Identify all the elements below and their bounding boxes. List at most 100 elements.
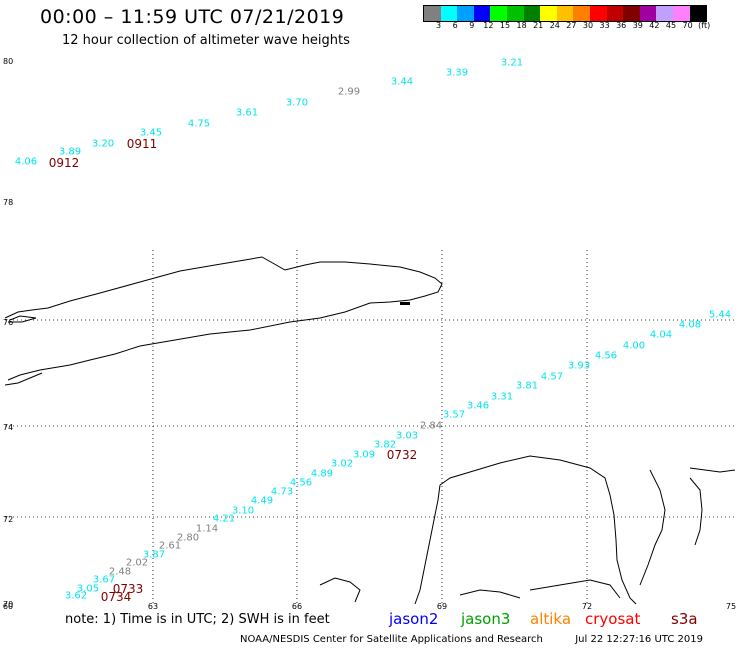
fjord-coast xyxy=(529,579,621,599)
wave-height-value: 3.70 xyxy=(285,97,309,109)
longitude-label: 60 xyxy=(2,602,14,611)
colorbar-swatch xyxy=(623,6,640,21)
wave-height-value: 3.89 xyxy=(58,146,82,158)
wave-height-value: 4.57 xyxy=(540,371,564,383)
wave-height-value: 3.09 xyxy=(352,449,376,461)
colorbar-swatch xyxy=(689,6,707,21)
wave-height-value: 4.06 xyxy=(14,156,38,168)
wave-height-value: 4.21 xyxy=(212,513,236,525)
mission-altika: altika xyxy=(530,610,572,628)
fjord-coast-3 xyxy=(319,577,361,603)
colorbar-label: 33 xyxy=(599,21,610,30)
wave-height-value: 3.46 xyxy=(466,400,490,412)
colorbar-label: 30 xyxy=(582,21,594,30)
footer-credit: NOAA/NESDIS Center for Satellite Applica… xyxy=(240,634,703,645)
altimeter-map xyxy=(4,250,736,605)
colorbar-label: 36 xyxy=(616,21,627,30)
wave-height-value: 3.87 xyxy=(142,549,166,561)
wave-height-value: 2.84 xyxy=(419,420,443,432)
wave-height-value: 4.49 xyxy=(250,495,274,507)
wave-height-value: 3.05 xyxy=(76,583,100,595)
colorbar-label: 6 xyxy=(452,21,458,30)
pass-time-label: 0911 xyxy=(126,137,158,151)
colorbar-swatch xyxy=(523,6,541,21)
wave-height-value: 4.56 xyxy=(289,477,313,489)
wave-height-value: 3.31 xyxy=(490,391,514,403)
colorbar-label: 9 xyxy=(469,21,475,30)
east-coastline xyxy=(689,467,736,473)
wave-height-value: 3.57 xyxy=(442,409,466,421)
mission-jason3: jason3 xyxy=(461,610,511,628)
wave-height-value: 4.04 xyxy=(649,329,673,341)
wave-height-value: 3.44 xyxy=(390,76,414,88)
note-text: note: 1) Time is in UTC; 2) SWH is in fe… xyxy=(65,612,330,627)
wave-height-value: 4.75 xyxy=(187,118,211,130)
southern-coastline-2 xyxy=(414,484,441,605)
colorbar-swatch xyxy=(506,6,524,21)
colorbar-label: 12 xyxy=(483,21,494,30)
wave-height-value: 2.48 xyxy=(108,566,132,578)
wave-height-value: 4.73 xyxy=(270,486,294,498)
east-coastline-3 xyxy=(639,469,666,586)
latitude-label: 72 xyxy=(3,515,14,524)
lat-lon-grid xyxy=(5,250,735,604)
wave-height-value: 3.10 xyxy=(231,505,255,517)
colorbar-swatch xyxy=(540,6,557,21)
wave-height-value: 4.89 xyxy=(310,468,334,480)
pass-time-label: 0912 xyxy=(48,156,80,170)
colorbar-swatch xyxy=(573,6,590,21)
wave-height-value: 2.02 xyxy=(125,557,149,569)
colorbar-swatch xyxy=(440,6,458,21)
colorbar-label: 3 xyxy=(436,21,442,30)
colorbar-swatch xyxy=(457,6,474,21)
wave-height-value: 2.61 xyxy=(158,540,182,552)
wave-height-value: 3.81 xyxy=(515,380,539,392)
colorbar-label: 70 xyxy=(682,21,693,30)
colorbar-label: 21 xyxy=(533,21,544,30)
colorbar-swatch xyxy=(639,6,657,21)
latitude-label: 74 xyxy=(3,423,14,432)
wave-height-value: 3.02 xyxy=(330,458,354,470)
colorbar-label: 24 xyxy=(549,21,560,30)
southern-coastline xyxy=(439,455,637,605)
colorbar-swatch xyxy=(656,6,673,21)
wave-height-value: 3.03 xyxy=(395,430,419,442)
colorbar-swatch xyxy=(556,6,574,21)
colorbar-labels: 3 6 9 12 15 18 21 24 27 30 33 36 39 42 45 70 (ft) xyxy=(423,21,740,31)
wave-height-value: 3.39 xyxy=(445,67,469,79)
wave-height-colorbar xyxy=(423,5,708,22)
colorbar-label: (ft) xyxy=(698,21,711,30)
longitude-label: 72 xyxy=(581,602,593,611)
colorbar-label: 18 xyxy=(516,21,527,30)
credit-text: NOAA/NESDIS Center for Satellite Applica… xyxy=(240,634,543,645)
colorbar-label: 39 xyxy=(632,21,643,30)
coastline xyxy=(4,256,736,605)
timestamp-text: Jul 22 12:27:16 UTC 2019 xyxy=(575,634,703,645)
colorbar-swatch xyxy=(424,6,441,21)
wave-height-value: 5.44 xyxy=(708,309,732,321)
small-island xyxy=(400,302,410,305)
colorbar-swatch xyxy=(672,6,690,21)
colorbar-swatch xyxy=(490,6,507,21)
mission-s3a: s3a xyxy=(671,610,698,628)
coast-fragment-2 xyxy=(8,315,37,323)
wave-height-value: 3.82 xyxy=(373,439,397,451)
pass-time-label: 0734 xyxy=(100,590,132,604)
colorbar-label: 45 xyxy=(665,21,677,30)
map-title: 00:00 – 11:59 UTC 07/21/2019 xyxy=(40,6,345,28)
wave-height-value: 4.00 xyxy=(622,340,646,352)
longitude-label: 69 xyxy=(436,602,448,611)
colorbar-swatch xyxy=(606,6,624,21)
colorbar-swatch xyxy=(589,6,607,21)
wave-height-value: 3.21 xyxy=(500,57,524,69)
wave-height-value: 3.45 xyxy=(139,127,163,139)
longitude-label: 75 xyxy=(725,602,737,611)
pass-time-label: 0733 xyxy=(112,582,144,596)
longitude-label: 66 xyxy=(291,602,303,611)
wave-height-value: 3.61 xyxy=(235,107,259,119)
wave-height-value: 2.80 xyxy=(176,532,200,544)
wave-height-value: 4.56 xyxy=(594,350,618,362)
mission-cryosat: cryosat xyxy=(585,610,641,628)
wave-height-value: 3.93 xyxy=(567,360,591,372)
wave-height-value: 4.08 xyxy=(678,319,702,331)
